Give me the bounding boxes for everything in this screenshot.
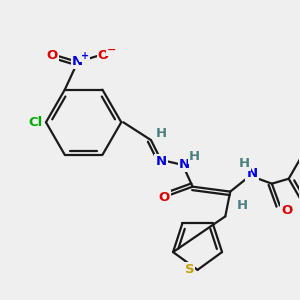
Text: O: O	[158, 191, 169, 204]
Text: Cl: Cl	[28, 116, 42, 129]
Text: S: S	[185, 263, 194, 276]
Text: N: N	[155, 155, 167, 168]
Text: O: O	[281, 204, 292, 217]
Text: H: H	[238, 158, 250, 170]
Text: N: N	[247, 167, 258, 180]
Text: N: N	[72, 56, 83, 68]
Text: H: H	[189, 150, 200, 164]
Text: −: −	[107, 45, 116, 55]
Text: O: O	[98, 50, 109, 62]
Text: H: H	[237, 199, 248, 212]
Text: N: N	[179, 158, 190, 171]
Text: O: O	[46, 50, 58, 62]
Text: +: +	[80, 51, 89, 61]
Text: H: H	[155, 127, 167, 140]
